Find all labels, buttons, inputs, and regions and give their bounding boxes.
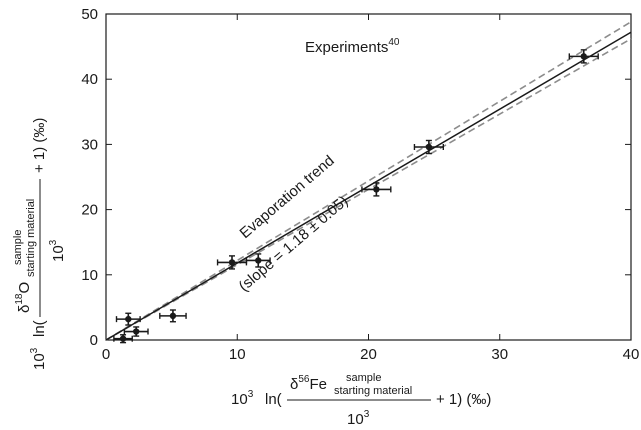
svg-text:+ 1) (‰): + 1) (‰) [31,118,48,173]
x-tick-label-3: 30 [491,346,508,363]
point-marker-6 [373,186,380,193]
y-tick-label-5: 50 [81,6,98,23]
y-tick-label-3: 30 [81,136,98,153]
point-marker-5 [255,257,262,264]
svg-text:103: 103 [48,239,67,262]
slope-label: (slope = 1.18 ± 0.05) [236,193,352,295]
svg-text:sample: sample [346,372,381,384]
svg-text:δ18O: δ18O [14,282,33,313]
experiments-label: Experiments40 [305,37,400,56]
point-marker-4 [228,259,236,266]
point-marker-2 [132,328,140,335]
data-point-0 [113,334,133,344]
axis-tick-labels: 0 10 20 30 40 0 10 20 30 40 50 [81,6,639,363]
point-marker-0 [119,335,127,342]
svg-text:103: 103 [29,347,48,370]
data-point-7 [413,139,445,155]
svg-text:103: 103 [347,409,370,428]
band-line-high [105,21,632,341]
y-tick-label-4: 40 [81,71,98,88]
fit-line-group [105,31,632,341]
y-tick-label-2: 20 [81,202,98,219]
data-point-2 [123,326,149,337]
axis-ticks [105,13,632,341]
svg-text:103: 103 [231,389,254,408]
point-marker-7 [425,143,433,151]
svg-text:ln(: ln( [31,320,48,337]
svg-text:ln(: ln( [265,391,282,408]
x-axis-label: 103 ln( δ56Fe sample starting material 1… [231,372,491,428]
data-point-6 [361,182,392,197]
y-axis-label: 103 ln( δ18O sample starting material 10… [12,118,67,370]
fit-line [105,31,632,341]
point-marker-1 [125,315,132,323]
y-tick-label-0: 0 [90,332,98,349]
svg-text:starting material: starting material [334,385,412,397]
svg-text:sample: sample [12,230,24,265]
confidence-band [105,21,632,341]
data-point-8 [568,49,599,64]
x-tick-label-2: 20 [360,346,377,363]
svg-text:δ56Fe: δ56Fe [290,374,327,393]
data-point-4 [216,255,248,270]
point-marker-3 [169,312,177,320]
data-point-5 [245,253,271,268]
svg-text:+ 1) (‰): + 1) (‰) [436,391,491,408]
x-tick-label-4: 40 [623,346,640,363]
y-tick-label-1: 10 [81,267,98,284]
data-points [113,49,599,344]
x-tick-label-0: 0 [102,346,110,363]
data-point-3 [159,309,187,323]
plot-frame [105,13,632,341]
data-point-1 [115,312,141,326]
x-tick-label-1: 10 [229,346,246,363]
svg-text:starting material: starting material [25,199,37,277]
point-marker-8 [580,53,587,60]
